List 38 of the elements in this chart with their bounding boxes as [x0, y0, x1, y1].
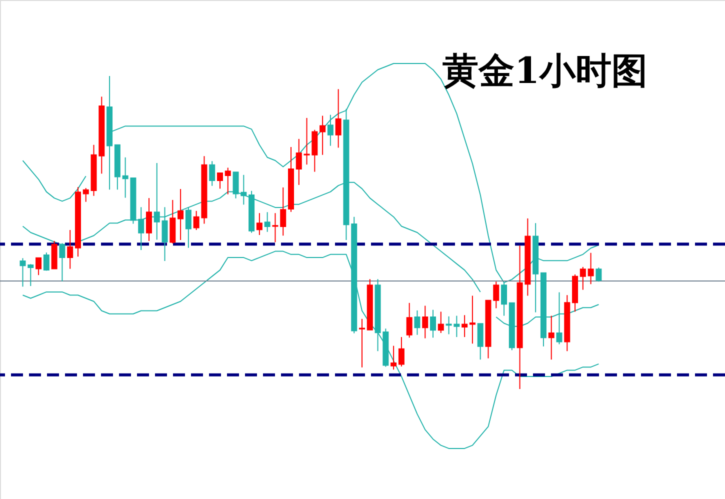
candlestick: [256, 212, 262, 236]
candlestick: [422, 305, 428, 339]
candlestick: [580, 266, 586, 290]
candlestick: [596, 267, 602, 282]
candlestick: [327, 114, 334, 146]
candlestick: [469, 295, 476, 344]
candlestick: [430, 309, 436, 338]
candlestick: [588, 252, 594, 285]
candlestick: [82, 188, 89, 202]
candlestick: [438, 311, 444, 334]
candlestick: [280, 186, 286, 236]
candlestick: [272, 212, 278, 243]
candlestick: [406, 302, 412, 338]
candlestick: [462, 314, 468, 338]
candlestick: [178, 188, 184, 241]
candlestick: [59, 242, 66, 282]
candlestick: [138, 206, 144, 251]
candlestick: [414, 310, 420, 336]
candlestick: [43, 252, 50, 272]
candlestick: [264, 212, 270, 232]
candlestick: [390, 345, 397, 370]
chart-title: 黄金1小时图: [442, 50, 648, 92]
candlestick: [398, 336, 404, 367]
candlestick: [493, 281, 500, 309]
candlestick: [216, 172, 223, 190]
candlestick: [224, 167, 231, 195]
candlestick: [296, 138, 302, 186]
candlestick: [209, 160, 216, 186]
candlestick: [36, 257, 42, 276]
candlestick: [185, 206, 192, 248]
candlestick: [320, 115, 326, 156]
candlestick: [67, 229, 74, 270]
candlestick: [548, 315, 554, 360]
candlestick: [335, 88, 342, 148]
candlestick: [359, 318, 366, 368]
candlestick: [146, 198, 152, 242]
candlestick: [477, 323, 484, 360]
candlestick: [162, 206, 168, 262]
